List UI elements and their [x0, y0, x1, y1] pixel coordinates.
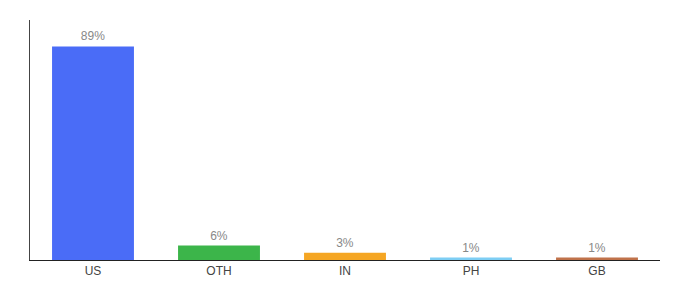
svg-text:OTH: OTH [206, 264, 231, 278]
svg-text:3%: 3% [336, 236, 354, 250]
svg-text:GB: GB [588, 264, 605, 278]
svg-text:PH: PH [463, 264, 480, 278]
svg-text:89%: 89% [81, 29, 105, 43]
svg-text:US: US [85, 264, 102, 278]
svg-text:1%: 1% [462, 241, 480, 255]
svg-text:6%: 6% [210, 229, 228, 243]
svg-text:1%: 1% [588, 241, 606, 255]
svg-text:IN: IN [339, 264, 351, 278]
